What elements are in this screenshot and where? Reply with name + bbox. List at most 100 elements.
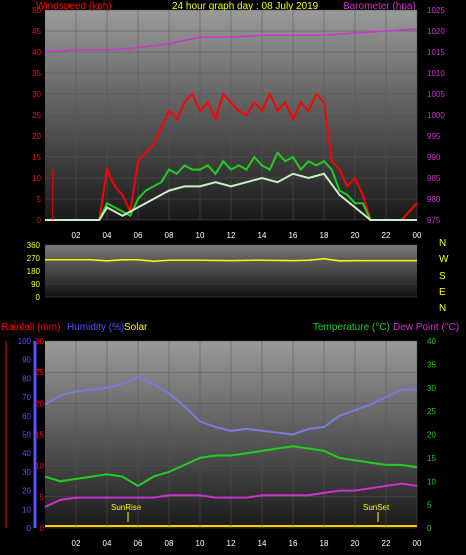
temp-x-tick-label: 10	[196, 539, 205, 548]
wind-x-tick-label: 18	[320, 231, 329, 240]
humidity-axis-title: Humidity (%)	[67, 322, 124, 333]
temperature-y-tick-label: 40	[427, 337, 436, 346]
barometer-y-tick-label: 1005	[427, 90, 445, 99]
humidity-y-tick-label: 10	[22, 505, 31, 514]
barometer-y-tick-label: 1000	[427, 111, 445, 120]
windspeed-gust-line	[45, 91, 418, 221]
wind-y-tick-label: 25	[32, 111, 41, 120]
rainfall-y-tick-label: 20	[35, 399, 44, 408]
wind-y-tick-label: 45	[32, 27, 41, 36]
temp-x-tick-label: 02	[72, 539, 81, 548]
humidity-y-tick-label: 90	[22, 356, 31, 365]
wind-y-tick-label: 40	[32, 48, 41, 57]
temperature-y-tick-label: 0	[427, 524, 432, 533]
windspeed-average-line	[45, 151, 417, 221]
wind-x-tick-label: 06	[134, 231, 143, 240]
wind-y-tick-label: 30	[32, 90, 41, 99]
compass-label: N	[439, 303, 446, 314]
wind-x-tick-label: 12	[227, 231, 236, 240]
wind-y-tick-label: 5	[37, 195, 42, 204]
compass-label: W	[439, 254, 449, 265]
rainfall-y-tick-label: 15	[35, 431, 44, 440]
barometer-y-tick-label: 1020	[427, 27, 445, 36]
rainfall-y-tick-label: 30	[35, 337, 44, 346]
wind-x-tick-label: 00	[413, 231, 422, 240]
rainfall-y-tick-label: 25	[35, 368, 44, 377]
barometer-axis-title: Barometer (hpa)	[343, 1, 416, 12]
direction-y-tick-label: 360	[27, 241, 41, 250]
temp-x-tick-label: 14	[258, 539, 267, 548]
wind-y-tick-label: 0	[37, 216, 42, 225]
temperature-y-tick-label: 30	[427, 384, 436, 393]
temp-x-tick-label: 12	[227, 539, 236, 548]
wind-y-tick-label: 10	[32, 174, 41, 183]
temp-x-tick-label: 18	[320, 539, 329, 548]
temp-x-tick-label: 20	[351, 539, 360, 548]
barometer-line	[44, 28, 418, 53]
barometer-y-tick-label: 990	[427, 153, 441, 162]
temperature-y-tick-label: 20	[427, 431, 436, 440]
barometer-y-tick-label: 1010	[427, 69, 445, 78]
temp-x-tick-label: 16	[289, 539, 298, 548]
wind-y-tick-label: 20	[32, 132, 41, 141]
windspeed-low-line	[45, 172, 417, 221]
barometer-y-tick-label: 975	[427, 216, 441, 225]
windspeed-axis-title: Windspeed (kph)	[36, 1, 112, 12]
barometer-y-tick-label: 980	[427, 195, 441, 204]
temp-x-tick-label: 00	[413, 539, 422, 548]
sunrise-label: SunRise	[111, 503, 142, 512]
direction-y-tick-label: 270	[27, 254, 41, 263]
barometer-y-tick-label: 985	[427, 174, 441, 183]
graph-title: 24 hour graph day : 08 July 2019	[172, 1, 319, 12]
compass-label: N	[439, 238, 446, 249]
rainfall-axis-title: Rainfall (mm)	[1, 322, 60, 333]
temperature-y-tick-label: 25	[427, 407, 436, 416]
compass-label: S	[439, 271, 446, 282]
temperature-y-tick-label: 15	[427, 454, 436, 463]
temp-x-tick-label: 22	[382, 539, 391, 548]
direction-y-tick-label: 180	[27, 267, 41, 276]
humidity-y-tick-label: 20	[22, 487, 31, 496]
wind-y-tick-label: 15	[32, 153, 41, 162]
wind-x-tick-label: 16	[289, 231, 298, 240]
direction-y-tick-label: 0	[36, 293, 41, 302]
temperature-y-tick-label: 10	[427, 477, 436, 486]
humidity-y-tick-label: 60	[22, 412, 31, 421]
humidity-y-tick-label: 80	[22, 374, 31, 383]
temperature-y-tick-label: 5	[427, 501, 432, 510]
wind-x-tick-label: 08	[165, 231, 174, 240]
rainfall-y-tick-label: 5	[40, 493, 45, 502]
barometer-y-tick-label: 1025	[427, 6, 445, 15]
humidity-y-tick-label: 0	[27, 524, 32, 533]
dewpoint-axis-title: Dew Point (°C)	[393, 322, 459, 333]
wind-y-tick-label: 35	[32, 69, 41, 78]
dewpoint-line	[44, 482, 418, 508]
temp-x-tick-label: 08	[165, 539, 174, 548]
rainfall-y-tick-label: 0	[40, 524, 45, 533]
temperature-line	[44, 445, 418, 488]
temp-x-tick-label: 06	[134, 539, 143, 548]
wind-x-tick-label: 20	[351, 231, 360, 240]
solar-axis-title: Solar	[124, 322, 148, 333]
wind-x-tick-label: 04	[103, 231, 112, 240]
wind-x-tick-label: 02	[72, 231, 81, 240]
rainfall-y-tick-label: 10	[35, 462, 44, 471]
compass-label: E	[439, 287, 446, 298]
humidity-y-tick-label: 40	[22, 449, 31, 458]
wind-direction-line	[45, 257, 417, 262]
humidity-y-tick-label: 50	[22, 431, 31, 440]
sunset-label: SunSet	[363, 503, 390, 512]
humidity-line	[44, 375, 417, 436]
humidity-y-tick-label: 30	[22, 468, 31, 477]
barometer-y-tick-label: 1015	[427, 48, 445, 57]
temperature-axis-title: Temperature (°C)	[313, 322, 390, 333]
humidity-y-tick-label: 100	[18, 337, 32, 346]
wind-x-tick-label: 14	[258, 231, 267, 240]
humidity-y-tick-label: 70	[22, 393, 31, 402]
temperature-y-tick-label: 35	[427, 360, 436, 369]
wind-x-tick-label: 10	[196, 231, 205, 240]
temp-x-tick-label: 04	[103, 539, 112, 548]
barometer-y-tick-label: 995	[427, 132, 441, 141]
